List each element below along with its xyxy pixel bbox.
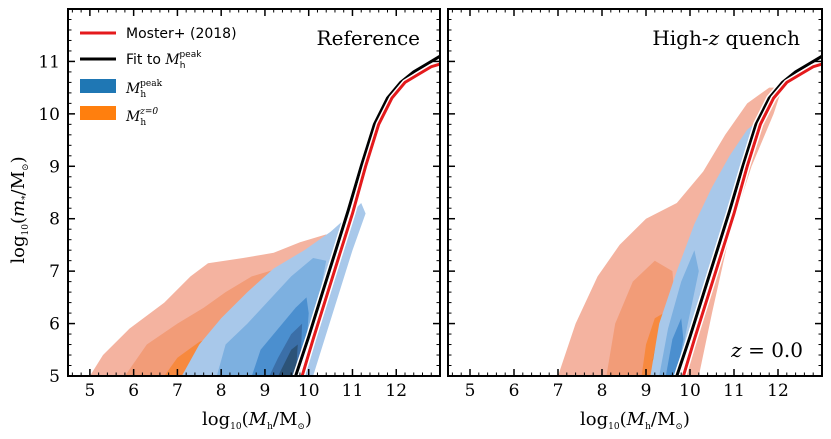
y-axis-label: log10(m*/M⊙)	[8, 156, 31, 263]
plot-area	[558, 53, 822, 376]
series-line-fit-to-m-h-peak	[675, 54, 822, 376]
x-tick-label: 12	[767, 381, 789, 401]
x-tick-label: 10	[679, 381, 701, 401]
legend: Moster+ (2018) Fit to Mhpeak Mhpeak Mhz=…	[80, 26, 237, 128]
x-tick-label: 10	[298, 381, 320, 401]
series-line-fit-to-m-h-peak	[294, 54, 440, 376]
x-tick-label: 11	[723, 381, 745, 401]
series-line-moster-2018	[681, 62, 822, 376]
legend-label-moster: Moster+ (2018)	[126, 26, 237, 42]
series-line-moster-2018	[300, 62, 440, 376]
panel-title-reference: Reference	[317, 26, 420, 50]
x-tick-label: 5	[465, 381, 476, 401]
x-axis-label-right: log10(Mh/M⊙)	[580, 409, 690, 432]
y-tick-label: 11	[38, 52, 60, 72]
legend-patch-peak	[80, 79, 116, 93]
y-tick-label: 7	[49, 262, 60, 282]
plot-area	[89, 53, 440, 376]
x-tick-label: 6	[128, 381, 139, 401]
x-tick-label: 8	[216, 381, 227, 401]
panel-reference: 5 6 7 8 9 10 11 12 5 6 7 8 9 10 11	[38, 8, 441, 401]
x-tick-label: 7	[553, 381, 564, 401]
y-tick-label: 5	[49, 367, 60, 387]
x-tick-label: 9	[641, 381, 652, 401]
x-tick-label: 12	[385, 381, 407, 401]
x-tick-label: 11	[342, 381, 364, 401]
legend-label-peak: Mhpeak	[125, 79, 163, 100]
x-tick-label: 8	[597, 381, 608, 401]
x-tick-label: 7	[172, 381, 183, 401]
x-tick-label: 5	[84, 381, 95, 401]
contour-z0-level-0	[558, 87, 783, 376]
y-tick-label: 10	[38, 105, 60, 125]
legend-label-fit: Fit to Mhpeak	[126, 50, 202, 71]
y-tick-label: 9	[49, 157, 60, 177]
y-tick-label: 8	[49, 210, 60, 230]
x-tick-label: 6	[509, 381, 520, 401]
x-tick-label: 9	[260, 381, 271, 401]
contour-peak-level-0	[181, 203, 366, 376]
panel-title-high-z-quench: High-z quench	[652, 26, 800, 50]
x-axis-label-left: log10(Mh/M⊙)	[202, 409, 312, 432]
contour-peak-level-1	[659, 250, 699, 376]
contour-peak-level-4	[278, 344, 298, 376]
redshift-annotation: z = 0.0	[730, 338, 803, 362]
y-tick-label: 6	[49, 315, 60, 335]
legend-label-z0: Mhz=0	[125, 107, 158, 128]
panel-high-z-quench: 5 6 7 8 9 10 11 12	[447, 8, 823, 401]
legend-patch-z0	[80, 106, 116, 120]
axes-frame	[67, 8, 441, 377]
axes-frame	[447, 8, 823, 377]
